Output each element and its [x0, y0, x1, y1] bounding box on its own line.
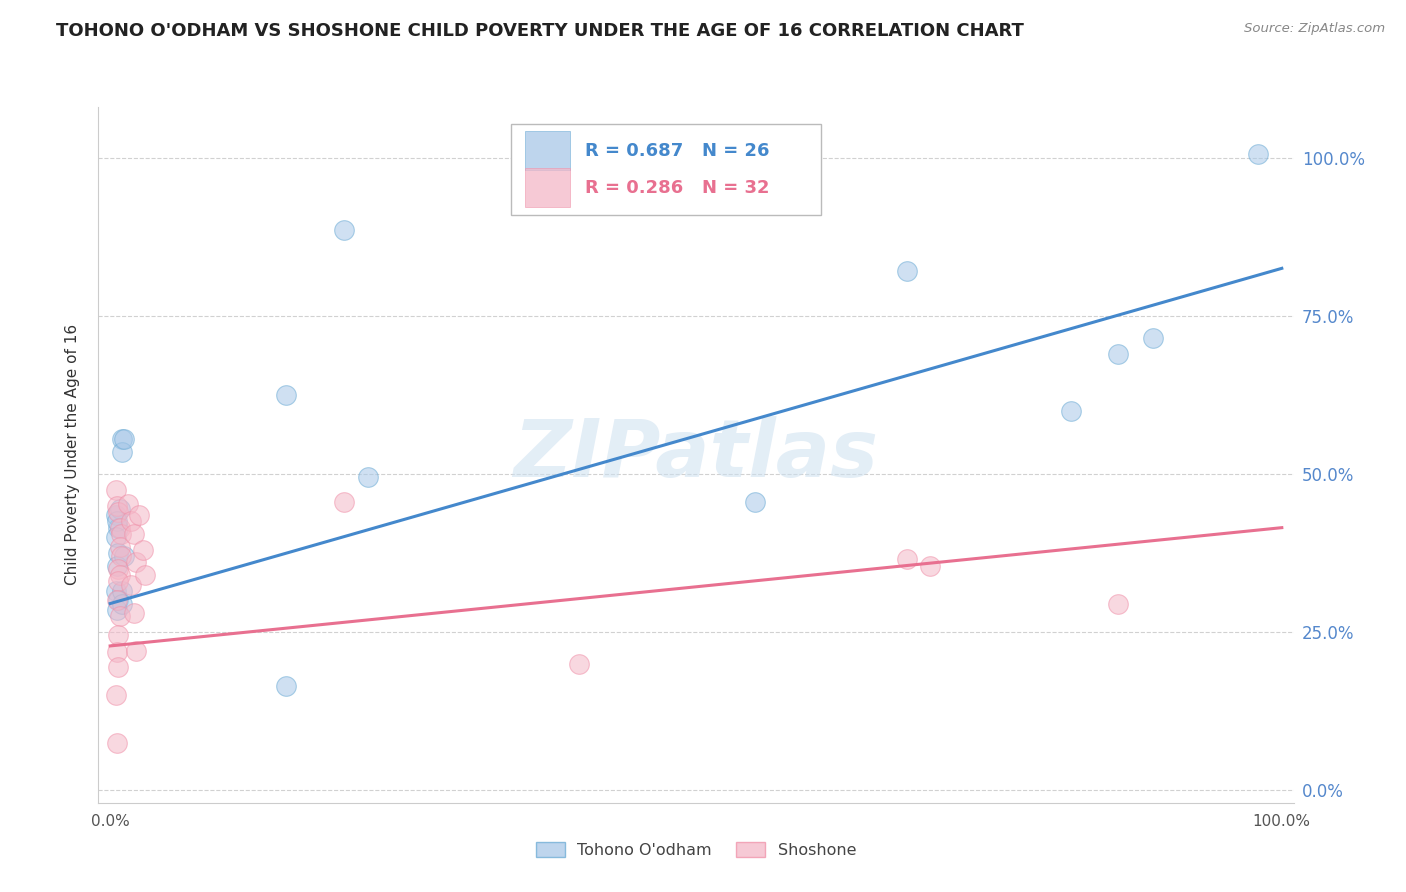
Point [105, 736, 128, 750]
Point [134, 568, 156, 582]
Point [896, 552, 918, 566]
Point [568, 657, 591, 671]
Point [357, 470, 380, 484]
Point [111, 597, 134, 611]
Point [107, 505, 129, 519]
Point [112, 432, 135, 446]
Point [105, 483, 128, 497]
Point [105, 508, 128, 522]
Point [105, 603, 128, 617]
Point [105, 645, 128, 659]
Point [107, 521, 129, 535]
Point [110, 527, 132, 541]
Point [108, 609, 131, 624]
Point [122, 527, 145, 541]
Point [1247, 147, 1270, 161]
Point [107, 628, 129, 642]
Point [108, 540, 131, 554]
Point [120, 577, 142, 591]
Point [107, 660, 129, 674]
Point [132, 542, 155, 557]
Point [274, 679, 297, 693]
Point [105, 583, 128, 598]
Point [920, 558, 942, 573]
FancyBboxPatch shape [524, 169, 571, 207]
Point [105, 688, 128, 702]
Point [108, 568, 131, 582]
Point [111, 444, 134, 458]
Point [107, 593, 129, 607]
Point [108, 521, 131, 535]
Point [117, 497, 139, 511]
Point [105, 593, 128, 607]
Legend: Tohono O'odham, Shoshone: Tohono O'odham, Shoshone [530, 836, 862, 864]
Point [1142, 331, 1164, 345]
Point [1060, 403, 1083, 417]
Point [128, 508, 150, 522]
FancyBboxPatch shape [510, 124, 821, 215]
Point [120, 514, 142, 528]
Text: R = 0.687   N = 26: R = 0.687 N = 26 [585, 142, 769, 160]
Point [107, 574, 129, 589]
Point [105, 530, 128, 544]
Point [1107, 347, 1129, 361]
Point [105, 499, 128, 513]
Point [896, 264, 918, 278]
Point [105, 514, 128, 528]
Point [111, 432, 134, 446]
Point [333, 223, 356, 237]
Point [111, 583, 134, 598]
Point [333, 495, 356, 509]
Point [274, 388, 297, 402]
Text: R = 0.286   N = 32: R = 0.286 N = 32 [585, 179, 769, 197]
Text: ZIPatlas: ZIPatlas [513, 416, 879, 494]
Point [110, 549, 132, 563]
Point [1107, 597, 1129, 611]
Y-axis label: Child Poverty Under the Age of 16: Child Poverty Under the Age of 16 [65, 325, 80, 585]
Text: TOHONO O'ODHAM VS SHOSHONE CHILD POVERTY UNDER THE AGE OF 16 CORRELATION CHART: TOHONO O'ODHAM VS SHOSHONE CHILD POVERTY… [56, 22, 1024, 40]
Text: Source: ZipAtlas.com: Source: ZipAtlas.com [1244, 22, 1385, 36]
Point [744, 495, 766, 509]
Point [107, 546, 129, 560]
Point [105, 558, 128, 573]
Point [107, 562, 129, 576]
FancyBboxPatch shape [524, 131, 571, 169]
Point [122, 606, 145, 620]
Point [108, 501, 131, 516]
Point [125, 644, 148, 658]
Point [112, 549, 135, 563]
Point [125, 556, 148, 570]
